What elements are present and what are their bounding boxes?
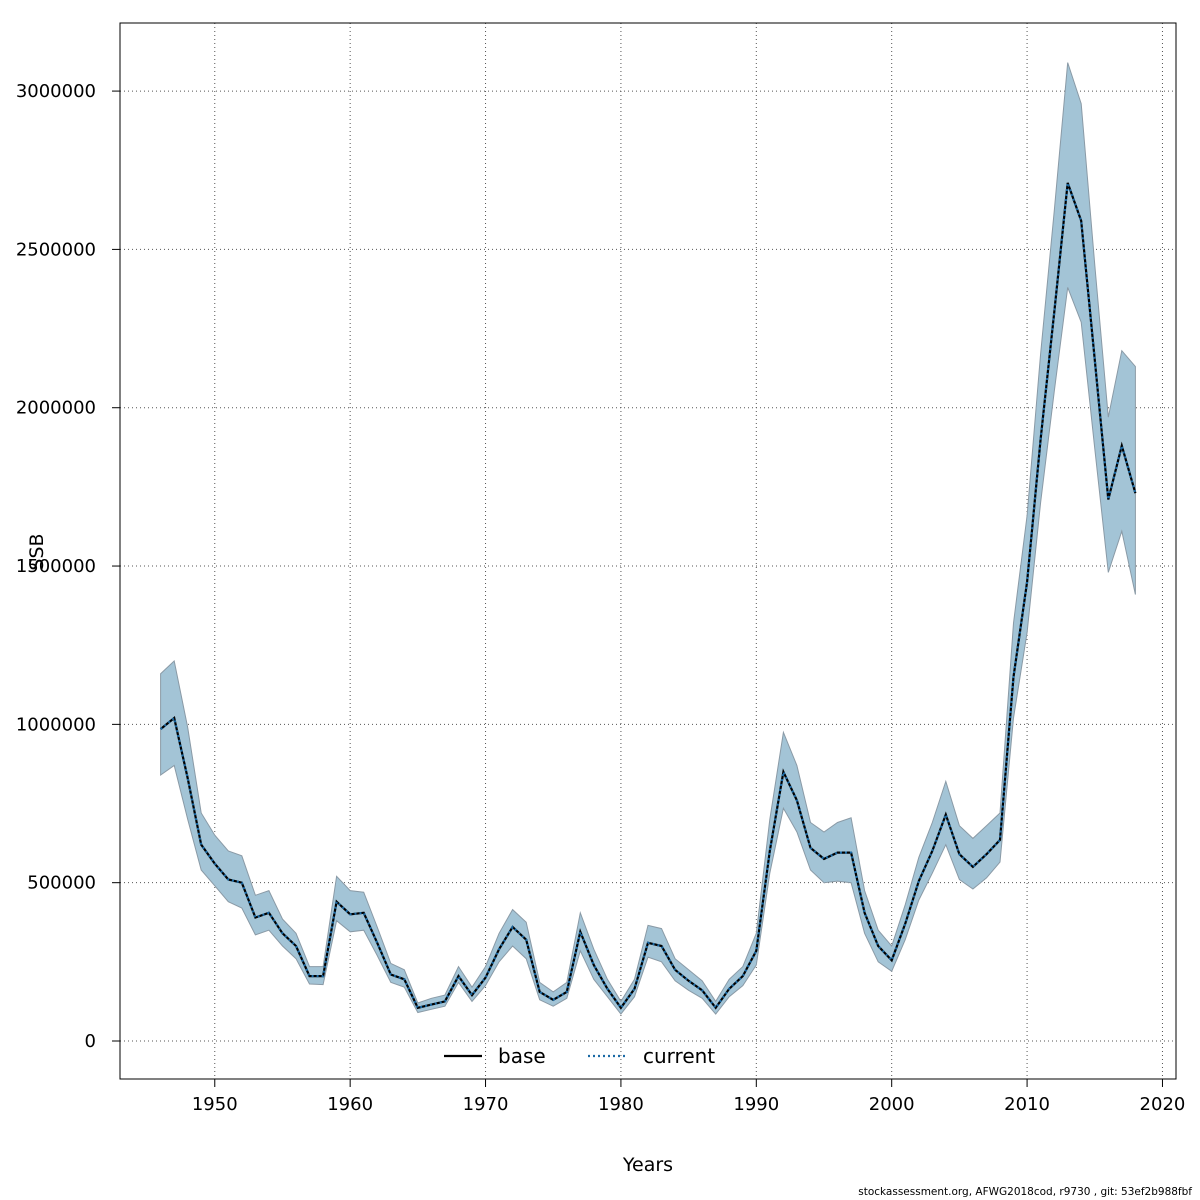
footer-credit: stockassessment.org, AFWG2018cod, r9730 … xyxy=(858,1186,1192,1198)
y-tick-label: 1000000 xyxy=(16,714,96,735)
line-base xyxy=(159,182,1137,1010)
y-tick-label: 2000000 xyxy=(16,398,96,419)
y-axis: 0 500000 1000000 1500000 2000000 2500000 30000… xyxy=(16,81,120,1052)
x-tick-label: 1960 xyxy=(327,1094,373,1115)
grid-lines xyxy=(120,23,1176,1079)
series-lines xyxy=(159,182,1137,1010)
y-tick-label: 2500000 xyxy=(16,239,96,260)
x-tick-label: 2020 xyxy=(1140,1094,1186,1115)
y-tick-label: 3000000 xyxy=(16,81,96,102)
x-tick-label: 2010 xyxy=(1004,1094,1050,1115)
line-current xyxy=(159,182,1137,1010)
x-axis-title: Years xyxy=(622,1154,673,1176)
legend-label-base: base xyxy=(498,1044,546,1068)
y-axis-title: SSB xyxy=(26,533,48,570)
ci-band xyxy=(160,62,1136,1015)
x-tick-label: 2000 xyxy=(869,1094,915,1115)
confidence-band xyxy=(160,62,1136,1015)
legend-label-current: current xyxy=(643,1044,715,1068)
x-tick-label: 1970 xyxy=(463,1094,509,1115)
x-axis: 1950 1960 1970 1980 1990 2000 2010 2020 xyxy=(192,1079,1186,1115)
x-tick-label: 1990 xyxy=(733,1094,779,1115)
y-tick-label: 1500000 xyxy=(16,556,96,577)
x-tick-label: 1980 xyxy=(598,1094,644,1115)
x-tick-label: 1950 xyxy=(192,1094,238,1115)
legend: base current xyxy=(444,1044,715,1068)
y-tick-label: 500000 xyxy=(27,873,96,894)
plot-frame xyxy=(119,22,1177,1080)
y-tick-label: 0 xyxy=(85,1031,96,1052)
